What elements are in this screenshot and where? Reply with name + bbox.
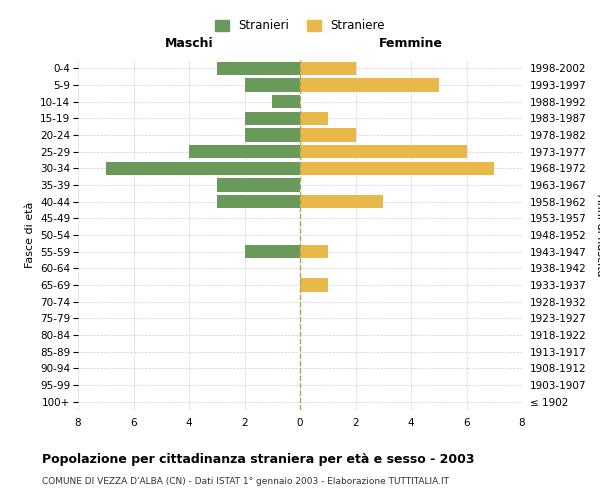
Y-axis label: Fasce di età: Fasce di età — [25, 202, 35, 268]
Bar — [217, 195, 300, 208]
Bar — [245, 245, 300, 258]
Bar — [300, 278, 328, 291]
Bar — [300, 195, 383, 208]
Bar — [300, 128, 355, 141]
Bar — [245, 78, 300, 92]
Bar — [245, 112, 300, 125]
Bar — [245, 128, 300, 141]
Bar — [300, 245, 328, 258]
Text: Femmine: Femmine — [379, 37, 443, 50]
Legend: Stranieri, Straniere: Stranieri, Straniere — [209, 14, 391, 38]
Bar — [217, 62, 300, 75]
Bar — [300, 145, 467, 158]
Y-axis label: Anni di nascita: Anni di nascita — [595, 194, 600, 276]
Bar — [217, 178, 300, 192]
Text: Maschi: Maschi — [164, 37, 214, 50]
Bar — [300, 112, 328, 125]
Text: Popolazione per cittadinanza straniera per età e sesso - 2003: Popolazione per cittadinanza straniera p… — [42, 452, 475, 466]
Bar — [272, 95, 300, 108]
Bar — [300, 162, 494, 175]
Text: COMUNE DI VEZZA D'ALBA (CN) - Dati ISTAT 1° gennaio 2003 - Elaborazione TUTTITAL: COMUNE DI VEZZA D'ALBA (CN) - Dati ISTAT… — [42, 478, 449, 486]
Bar — [300, 62, 355, 75]
Bar — [189, 145, 300, 158]
Bar — [300, 78, 439, 92]
Bar — [106, 162, 300, 175]
